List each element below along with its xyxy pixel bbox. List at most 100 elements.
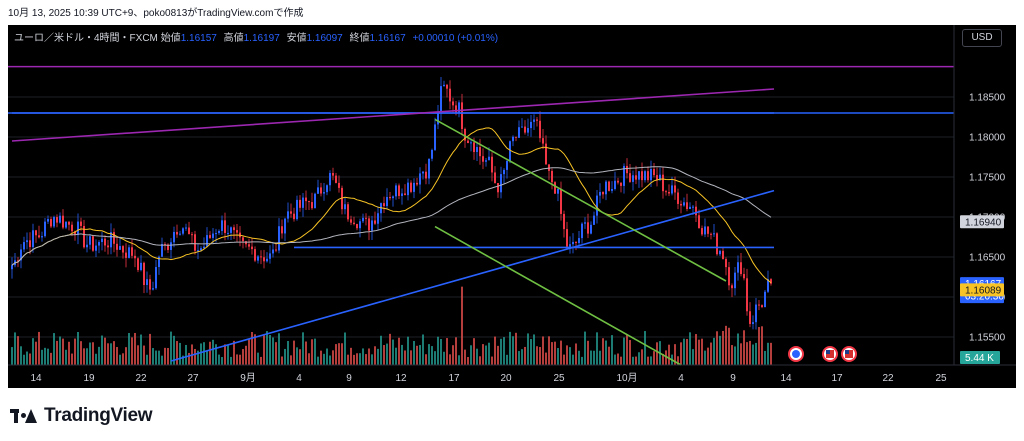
volume-bar <box>623 337 625 365</box>
volume-label: 5.44 K <box>960 351 1000 364</box>
volume-bar <box>209 341 211 365</box>
candle-body <box>131 247 133 256</box>
volume-bar <box>410 350 412 365</box>
candle <box>587 213 589 239</box>
candle <box>296 195 298 221</box>
candle-body <box>635 175 637 180</box>
candle-body <box>440 86 442 113</box>
volume-bar <box>626 334 628 365</box>
candle-body <box>524 126 526 133</box>
candle-body <box>260 256 262 258</box>
candle <box>56 214 58 228</box>
candle-body <box>533 119 535 122</box>
candle <box>446 83 448 98</box>
candle-body <box>401 193 403 196</box>
candle-body <box>353 222 355 225</box>
candle-body <box>182 228 184 234</box>
candle-body <box>431 149 433 159</box>
tradingview-logo[interactable]: TradingView <box>10 405 153 427</box>
candle-body <box>338 182 340 188</box>
candle <box>335 172 337 184</box>
volume-bar <box>653 351 655 365</box>
candle <box>35 229 37 243</box>
candle <box>338 175 340 193</box>
candle <box>401 188 403 205</box>
candle-body <box>95 245 97 251</box>
volume-bar <box>254 334 256 365</box>
candle <box>596 189 598 224</box>
volume-bar <box>11 347 13 365</box>
volume-bar <box>419 345 421 365</box>
candle <box>281 219 283 239</box>
candle <box>104 235 106 252</box>
volume-bar <box>374 346 376 365</box>
volume-bar <box>761 326 763 365</box>
volume-bar <box>137 345 139 365</box>
volume-bar <box>716 331 718 365</box>
candle <box>161 237 163 257</box>
candle <box>479 138 481 165</box>
candle-body <box>683 202 685 206</box>
candle <box>443 80 445 87</box>
candle <box>683 197 685 207</box>
volume-bar <box>734 346 736 365</box>
candle <box>356 223 358 231</box>
candle-body <box>32 230 34 248</box>
candle-body <box>329 173 331 186</box>
candle-body <box>350 219 352 223</box>
candle-body <box>713 233 715 235</box>
candle <box>392 195 394 207</box>
candle <box>89 233 91 250</box>
volume-bar <box>62 338 64 365</box>
candle <box>320 182 322 197</box>
time-tick-label: 27 <box>187 373 199 384</box>
candle-body <box>167 244 169 250</box>
volume-bar <box>431 346 433 365</box>
price-chart[interactable]: 1.185001.180001.175001.170001.165001.160… <box>8 25 1016 388</box>
candle-body <box>521 126 523 128</box>
currency-button[interactable]: USD <box>962 29 1002 47</box>
volume-bar <box>221 356 223 365</box>
candle <box>44 217 46 238</box>
volume-bar <box>581 356 583 365</box>
volume-bar <box>701 338 703 365</box>
candle <box>746 268 748 316</box>
candle <box>368 215 370 241</box>
candle-body <box>476 147 478 153</box>
volume-bar <box>68 341 70 365</box>
chart-frame[interactable]: 1.185001.180001.175001.170001.165001.160… <box>8 25 1016 388</box>
candle <box>299 195 301 212</box>
volume-bar <box>584 331 586 365</box>
volume-bar <box>455 337 457 365</box>
legend-close: 1.16167 <box>369 33 406 44</box>
candle-body <box>113 232 115 244</box>
volume-bar <box>335 344 337 365</box>
price-tick-label: 1.18500 <box>969 93 1006 104</box>
time-tick-label: 4 <box>296 373 302 384</box>
volume-bar <box>320 350 322 365</box>
candle <box>359 218 361 238</box>
candle <box>350 215 352 226</box>
candle <box>764 289 766 308</box>
candle-body <box>644 171 646 181</box>
volume-bar <box>131 337 133 365</box>
candle <box>500 166 502 199</box>
candle <box>728 262 730 291</box>
candle-body <box>578 238 580 243</box>
candle-body <box>299 199 301 208</box>
candle <box>386 188 388 210</box>
candle-body <box>539 120 541 139</box>
candle <box>110 223 112 255</box>
volume-bar <box>662 353 664 365</box>
candle <box>98 240 100 254</box>
candle-body <box>704 226 706 235</box>
candle <box>563 210 565 238</box>
candle-body <box>50 218 52 227</box>
candle-body <box>707 226 709 234</box>
candle-body <box>731 285 733 289</box>
candle-body <box>200 248 202 251</box>
volume-bar <box>527 333 529 365</box>
volume-bar <box>302 332 304 365</box>
candle-body <box>455 105 457 114</box>
legend-open-label: 始値 <box>160 33 181 44</box>
